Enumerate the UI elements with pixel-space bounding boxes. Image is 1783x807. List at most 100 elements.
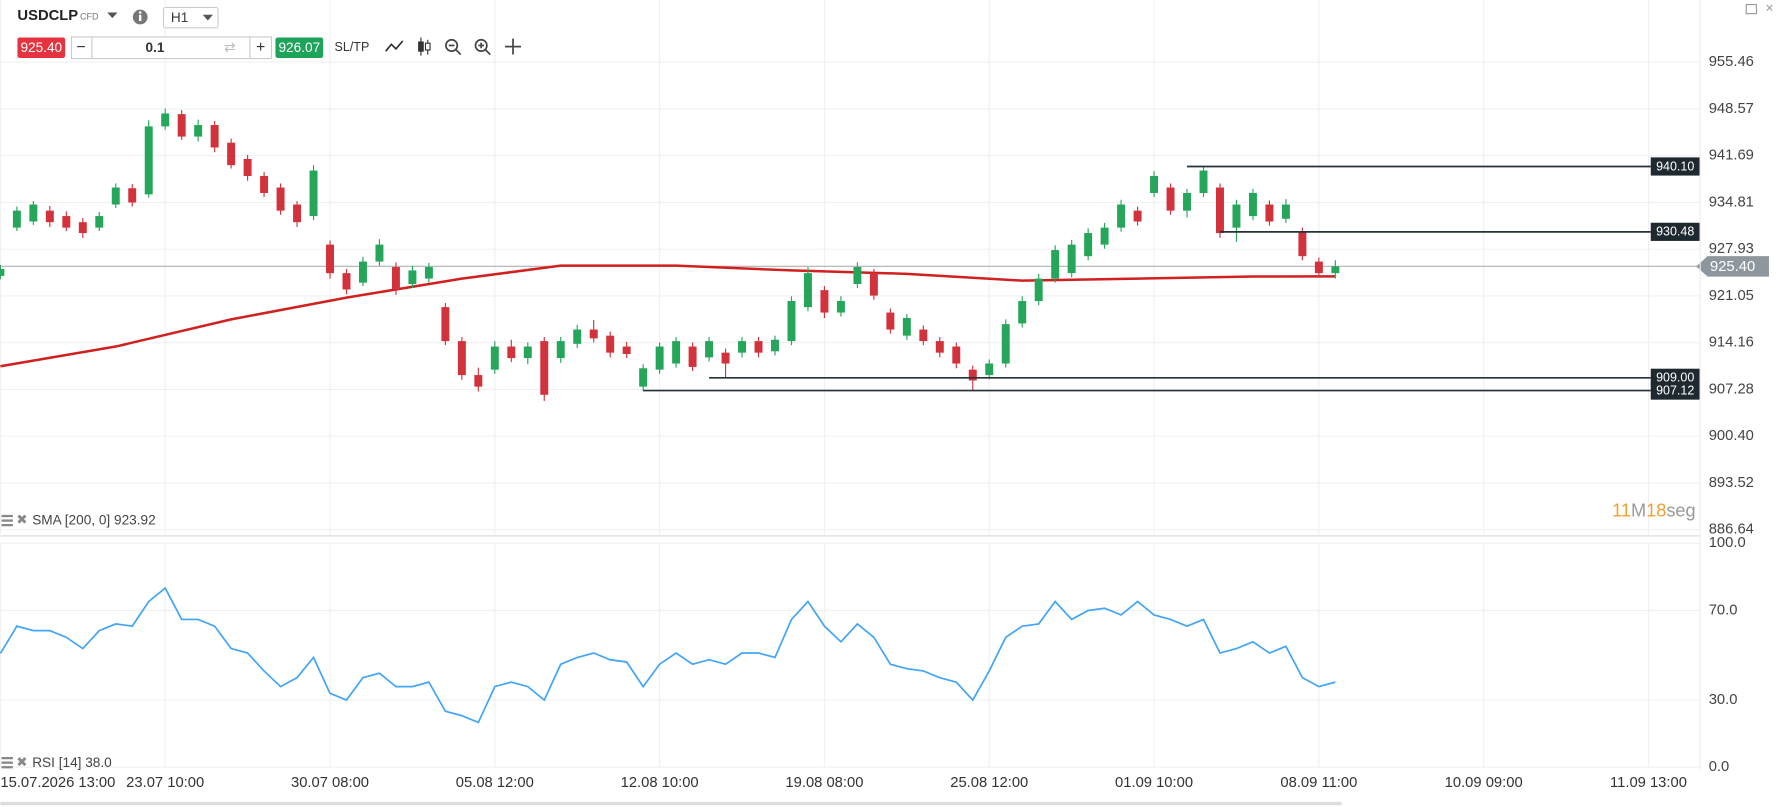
level-label: 940.10 <box>1656 159 1694 173</box>
minimize-button[interactable] <box>1745 3 1758 15</box>
y-tick-label: 934.81 <box>1709 194 1754 210</box>
candle-body <box>507 346 516 359</box>
zoom-out-icon[interactable] <box>445 38 462 56</box>
marks: 955.46 948.57 941.69 934.81 927.93 921.05 914.… <box>0 54 1769 791</box>
timeframe-dropdown <box>202 14 213 21</box>
countdown-minutes-unit: M <box>1631 500 1646 520</box>
y-tick-label: 30.0 <box>1709 692 1738 708</box>
candle-body <box>787 301 796 342</box>
y-tick-label: 914.16 <box>1709 335 1754 351</box>
candle-body <box>1199 170 1208 193</box>
candle-body <box>1166 187 1175 211</box>
candle-body <box>293 204 302 223</box>
sell-button[interactable] <box>17 37 66 58</box>
buy-price: 926.07 <box>278 40 320 55</box>
sell-price: 925.40 <box>20 40 62 55</box>
candle-body <box>589 329 598 339</box>
candle-body <box>128 188 137 203</box>
countdown-seconds: 18 <box>1646 500 1666 520</box>
level-tag <box>1650 157 1700 176</box>
x-tick-label: 12.08 10:00 <box>621 775 699 791</box>
y-tick-label: 70.0 <box>1709 602 1738 618</box>
candle-body <box>1001 324 1010 364</box>
y-tick-label: 0.0 <box>1709 759 1730 775</box>
candle-body <box>902 317 911 336</box>
symbol-type: CFD <box>80 11 99 21</box>
candle-body <box>705 341 714 358</box>
y-tick-label: 955.46 <box>1709 54 1754 70</box>
countdown: 11M18seg <box>1612 500 1696 520</box>
candle-body <box>29 204 38 222</box>
candle-body <box>985 363 994 376</box>
rsi-label: RSI [14] 38.0 <box>32 755 112 770</box>
minus-button[interactable]: − <box>76 39 85 56</box>
candle-body <box>606 335 615 353</box>
sma-line <box>0 264 1336 368</box>
candle-body <box>95 216 104 228</box>
x-tick-label: 30.07 08:00 <box>291 775 369 791</box>
candle-body <box>573 329 582 344</box>
candle-body <box>45 210 54 223</box>
buy-button[interactable] <box>275 37 324 58</box>
x-tick-label: 11.09 13:00 <box>1610 775 1687 791</box>
candle-body <box>1084 233 1093 257</box>
sltp-button[interactable]: SL/TP <box>335 40 370 54</box>
candle-chart-icon[interactable] <box>418 37 431 56</box>
candle-body <box>408 270 417 285</box>
candle-body <box>886 312 895 330</box>
level-label: 930.48 <box>1656 225 1694 239</box>
candle-body <box>1232 204 1241 228</box>
rsi-icons[interactable] <box>1 756 13 769</box>
candle-body <box>1067 244 1076 274</box>
symbol-dropdown[interactable] <box>107 12 118 19</box>
x-tick-label: 23.07 10:00 <box>126 775 204 791</box>
x-tick-label: 01.09 10:00 <box>1115 775 1193 791</box>
timeframe: H1 <box>171 10 188 25</box>
candle-body <box>556 341 565 359</box>
quantity[interactable]: 0.1 <box>145 40 164 55</box>
pan-icon[interactable] <box>505 38 521 55</box>
candle-body <box>1034 278 1043 302</box>
candle-body <box>177 114 186 137</box>
y-tick-label: 927.93 <box>1709 241 1754 257</box>
candle-body <box>655 346 664 370</box>
candle-body <box>358 261 367 283</box>
candle-body <box>12 210 21 228</box>
candle-body <box>309 170 318 217</box>
sma-icons[interactable] <box>1 514 13 527</box>
candle-body <box>853 267 862 285</box>
candle-body <box>474 375 483 387</box>
candle-body <box>639 368 648 387</box>
swap-icon[interactable]: ⇄ <box>224 39 236 54</box>
candle-body <box>1133 210 1142 222</box>
candle-body <box>1051 250 1060 279</box>
level-label: 909.00 <box>1656 371 1694 385</box>
zoom-in-icon[interactable] <box>474 38 491 56</box>
candle-body <box>161 113 170 127</box>
candle-body <box>342 273 351 290</box>
info-icon-dot <box>139 11 142 14</box>
plus-button[interactable]: + <box>256 39 265 56</box>
candle-body <box>820 290 829 313</box>
timeframe-select[interactable] <box>162 6 219 29</box>
y-tick-label: 948.57 <box>1709 101 1754 117</box>
candle-body <box>721 352 730 364</box>
candle-body <box>1150 175 1159 193</box>
candle-body <box>1018 301 1027 324</box>
line-chart-icon[interactable] <box>385 40 404 52</box>
sma-remove[interactable]: ✖ <box>16 512 27 527</box>
level-tag <box>1650 222 1700 241</box>
candle-body <box>754 341 763 353</box>
close-button[interactable]: × <box>1766 1 1774 16</box>
countdown-seconds-unit: seg <box>1666 500 1695 520</box>
candle-body <box>210 125 219 148</box>
candle-body <box>424 267 433 279</box>
symbol[interactable]: USDCLP <box>17 8 78 24</box>
candle-body <box>1265 204 1274 222</box>
y-tick-label: 921.05 <box>1709 288 1754 304</box>
candle-body <box>326 244 334 274</box>
candle-body <box>111 187 120 205</box>
rsi-remove[interactable]: ✖ <box>16 754 27 769</box>
